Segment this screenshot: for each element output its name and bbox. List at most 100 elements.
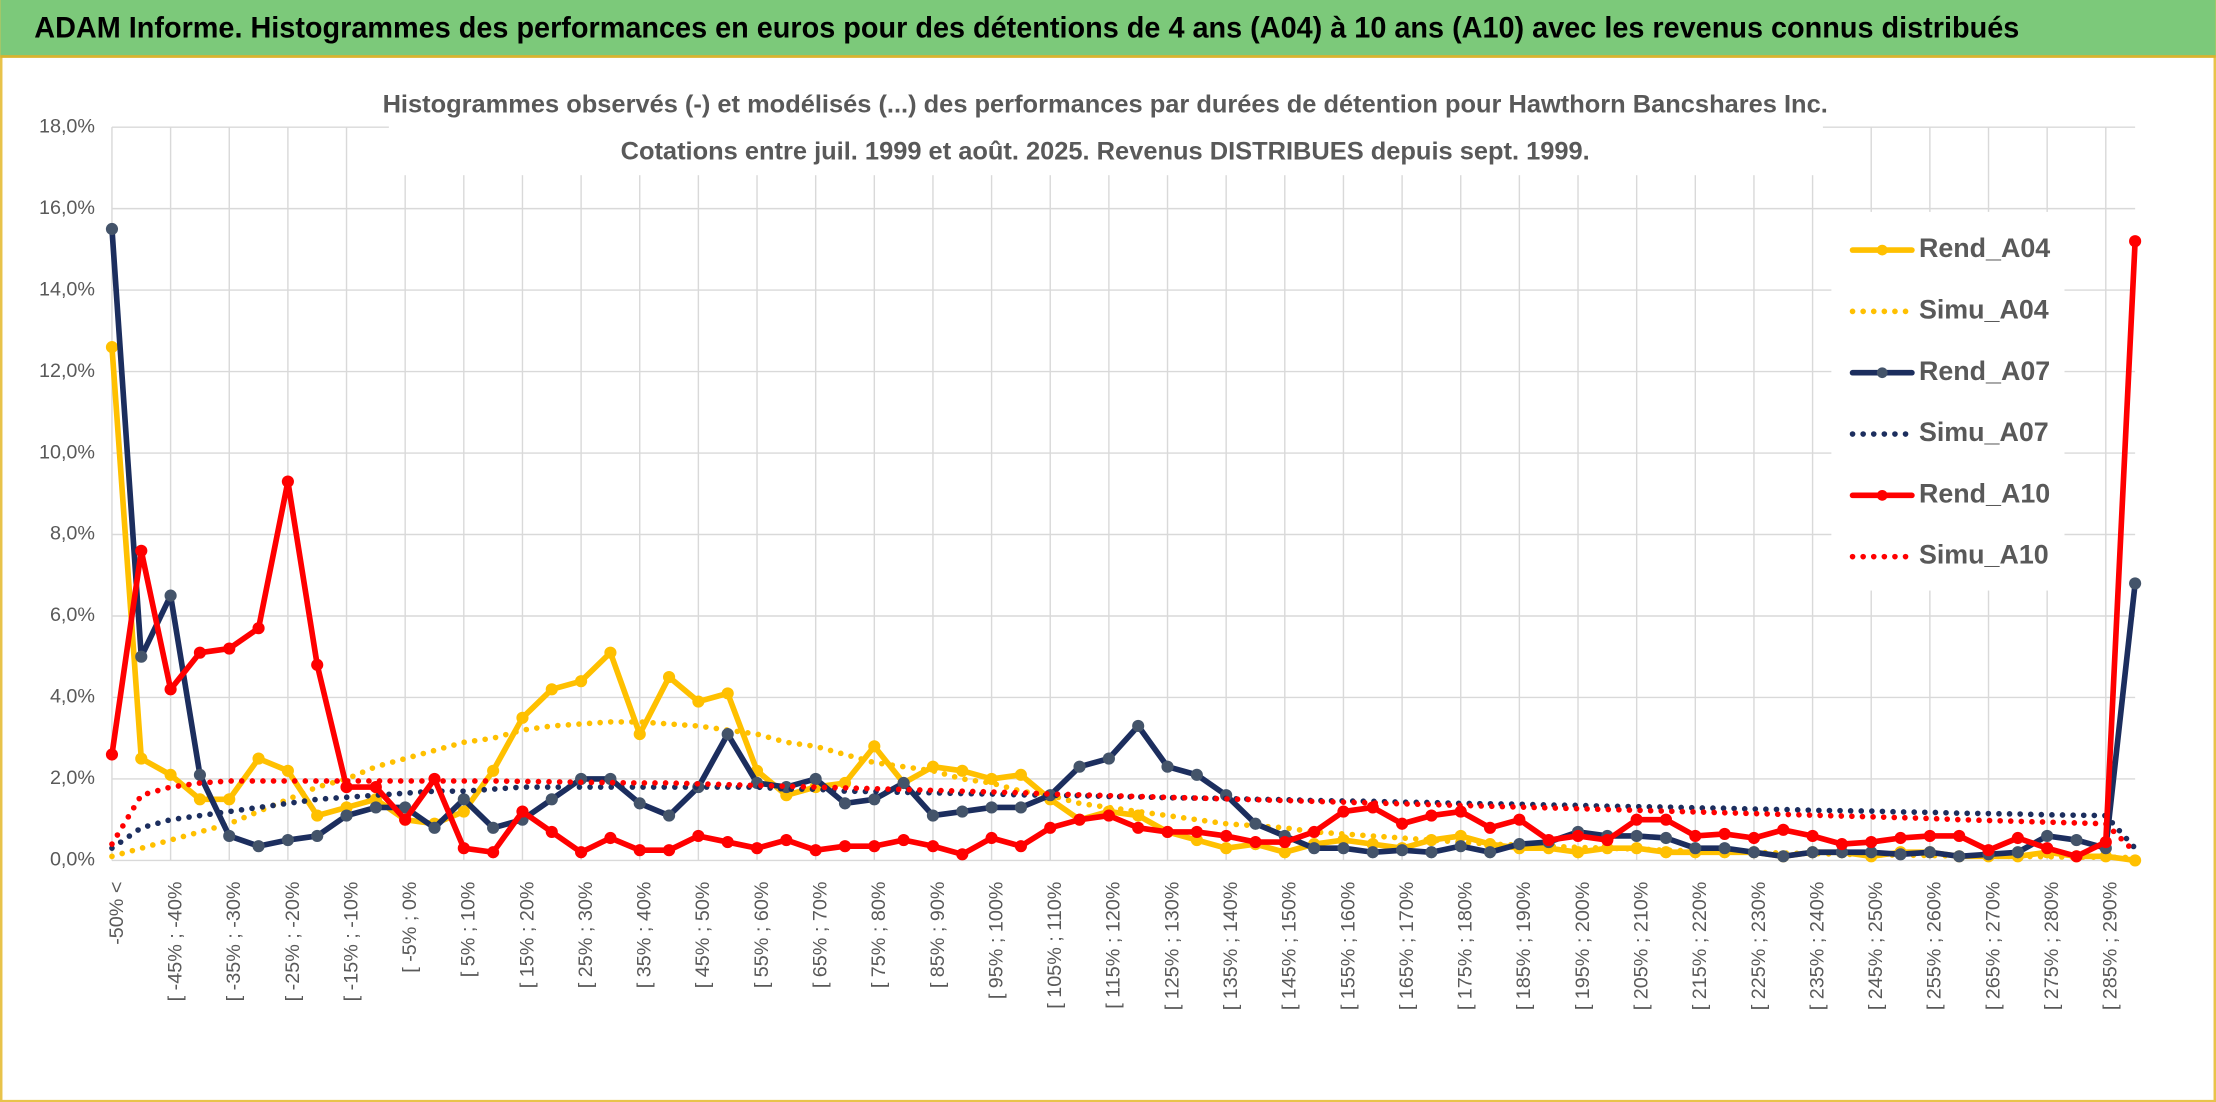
marker [604,646,617,659]
marker [956,764,969,777]
marker [985,831,998,845]
marker [164,683,177,696]
x-tick-label: [ 25% ; 30% [575,882,597,989]
marker [516,711,529,724]
legend-label: Simu_A04 [1919,294,2049,324]
x-tick-label: [ 95% ; 100% [985,882,1007,1000]
marker [1337,805,1350,818]
marker [487,846,500,859]
x-tick-label: [ 85% ; 90% [927,882,949,989]
marker [985,801,998,814]
marker [780,833,793,847]
marker [838,797,852,810]
marker [105,341,119,354]
marker [223,793,236,806]
legend-label: Rend_A04 [1919,233,2050,263]
marker [750,842,764,855]
marker [662,809,676,822]
marker [340,809,353,822]
x-tick-label: [ 125% ; 130% [1161,882,1183,1011]
marker [105,748,119,761]
x-tick-label: [ 75% ; 80% [868,882,890,989]
x-tick-label: [ 245% ; 250% [1865,882,1887,1011]
x-tick-label: [ 225% ; 230% [1748,882,1770,1011]
marker [1542,833,1555,847]
marker [956,848,969,861]
x-tick-label: [ 35% ; 40% [634,882,656,989]
marker [692,829,705,843]
marker [809,844,822,857]
x-tick-label: [ 155% ; 160% [1337,882,1359,1011]
marker [2041,842,2054,855]
marker [457,842,470,855]
marker [1190,825,1203,838]
marker [311,658,324,671]
marker [399,813,412,826]
marker [1308,842,1321,855]
marker [193,646,207,659]
marker [1425,846,1438,859]
marker [662,844,676,857]
marker [1132,719,1145,733]
marker [545,793,558,806]
marker [164,589,177,602]
model-line [109,778,2138,856]
marker [1249,817,1262,830]
marker [1806,829,1819,843]
x-tick-label: [ -25% ; -20% [282,882,304,1002]
marker [1014,840,1027,853]
x-tick-label: [ 265% ; 270% [1982,882,2004,1011]
marker [926,840,940,853]
x-tick-label: -50% < [106,882,128,945]
x-tick-label: [ 195% ; 200% [1572,882,1594,1011]
marker [1601,833,1614,847]
y-tick-label: 2,0% [50,767,95,789]
marker [692,695,705,708]
marker [457,793,470,806]
marker [135,752,148,765]
chart-title: Histogrammes observés (-) et modélisés (… [383,91,1828,119]
y-tick-label: 14,0% [39,278,95,300]
marker [633,797,646,810]
marker [926,809,940,822]
marker [1923,829,1936,843]
x-tick-label: [ 55% ; 60% [751,882,773,989]
marker [1659,813,1673,826]
marker [311,809,324,822]
marker [2011,846,2024,859]
marker [1161,760,1174,773]
marker [1747,846,1761,859]
x-tick-label: [ 185% ; 190% [1513,882,1535,1011]
legend-label: Rend_A10 [1919,478,2050,508]
marker [633,728,646,741]
marker [311,829,324,843]
marker [1249,836,1262,849]
marker [1953,850,1966,863]
marker [1513,813,1526,826]
marker [223,642,236,655]
marker [2129,577,2142,590]
marker [1102,809,1115,822]
x-tick-label: [ 5% ; 10% [458,882,480,978]
marker [1865,836,1878,849]
marker [1132,821,1145,834]
marker [135,544,148,557]
marker [2129,854,2142,867]
x-tick-label: [ 45% ; 50% [692,882,714,989]
legend-label: Rend_A07 [1919,356,2050,386]
marker [1630,813,1643,826]
x-tick-label: [ 205% ; 210% [1631,882,1653,1011]
marker [897,776,910,790]
marker [2070,833,2083,847]
legend-box [1831,211,2065,591]
marker [105,222,119,236]
marker [281,764,294,777]
x-tick-label: [ 175% ; 180% [1455,882,1477,1011]
marker [1689,842,1702,855]
x-tick-label: [ 165% ; 170% [1396,882,1418,1011]
marker [721,728,734,741]
legend-marker [1876,367,1888,379]
header-title: ADAM Informe. Histogrammes des performan… [34,11,2019,44]
x-tick-label: [ -35% ; -30% [223,882,245,1002]
